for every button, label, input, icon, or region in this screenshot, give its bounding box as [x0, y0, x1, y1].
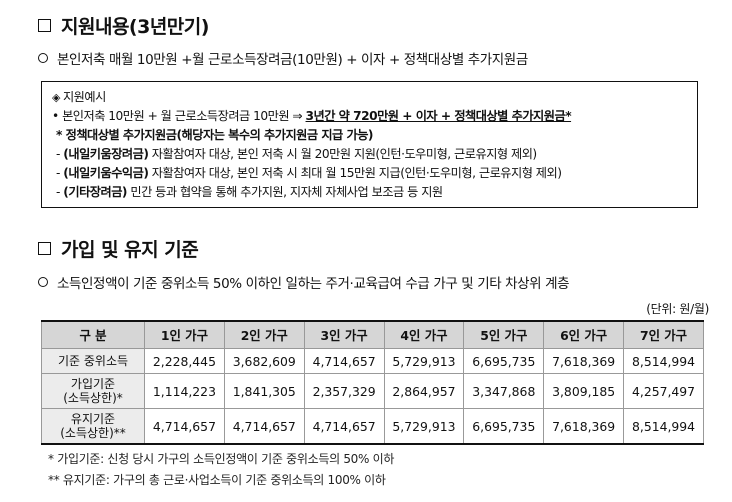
section2-title: 가입 및 유지 기준	[38, 235, 199, 262]
table-header-cell: 2인 가구	[223, 320, 305, 349]
square-bullet-icon	[38, 242, 51, 255]
row-label: 가입기준 (소득상한)*	[41, 373, 145, 409]
square-bullet-icon	[38, 19, 51, 32]
table-row: 가입기준 (소득상한)* 1,114,223 1,841,305 2,357,32…	[41, 373, 704, 409]
circle-bullet-icon	[38, 277, 48, 287]
table-cell: 4,714,657	[144, 408, 225, 445]
table-header-cell: 6인 가구	[543, 320, 625, 349]
policy-item: - (내일키움수익금) 자활참여자 대상, 본인 저축 시 최대 월 15만원 …	[56, 166, 562, 180]
table-cell: 2,228,445	[144, 348, 225, 374]
table-cell: 2,864,957	[383, 373, 465, 409]
policy-item: - (기타장려금) 민간 등과 협약을 통해 추가지원, 지자체 자체사업 보조…	[56, 185, 443, 199]
section1-title-text: 지원내용(3년만기)	[61, 16, 209, 38]
table-row: 유지기준 (소득상한)** 4,714,657 4,714,657 4,714,6…	[41, 408, 704, 445]
table-cell: 7,618,369	[543, 348, 625, 374]
row-label-text: 유지기준	[70, 412, 116, 426]
diamond-icon: ◈	[52, 91, 60, 104]
table-header-cell: 구 분	[41, 320, 145, 349]
table-cell: 4,257,497	[623, 373, 704, 409]
table-header-row: 구 분 1인 가구 2인 가구 3인 가구 4인 가구 5인 가구 6인 가구 …	[41, 320, 704, 349]
table-cell: 6,695,735	[463, 348, 545, 374]
row-label: 유지기준 (소득상한)**	[41, 408, 145, 445]
policy-item-desc: 자활참여자 대상, 본인 저축 시 월 20만원 지원(인턴·도우미형, 근로유…	[148, 147, 537, 161]
unit-label: (단위: 원/월)	[646, 302, 709, 316]
example-line1-prefix: • 본인저축 10만원 + 월 근로소득장려금 10만원 ⇒	[52, 109, 306, 123]
section2-subtitle: 소득인정액이 기준 중위소득 50% 이하인 일하는 주거·교육급여 수급 가구…	[38, 272, 570, 292]
table-cell: 6,695,735	[463, 408, 545, 445]
table-cell: 5,729,913	[383, 348, 465, 374]
policy-item-name: (기타장려금)	[63, 185, 127, 199]
table-header-cell: 7인 가구	[623, 320, 704, 349]
example-line1: • 본인저축 10만원 + 월 근로소득장려금 10만원 ⇒ 3년간 약 720…	[52, 107, 697, 126]
policy-item-desc: 민간 등과 협약을 통해 추가지원, 지자체 자체사업 보조금 등 지원	[126, 185, 443, 199]
table-header-cell: 5인 가구	[463, 320, 545, 349]
table-cell: 1,841,305	[223, 373, 305, 409]
policy-item-name: (내일키움장려금)	[63, 147, 149, 161]
table-cell: 2,357,329	[303, 373, 385, 409]
example-header-text: 지원예시	[62, 90, 106, 104]
section1-title: 지원내용(3년만기)	[38, 12, 209, 39]
section2-subtitle-text: 소득인정액이 기준 중위소득 50% 이하인 일하는 주거·교육급여 수급 가구…	[57, 276, 570, 292]
row-label: 기준 중위소득	[41, 348, 145, 374]
policy-item-name: (내일키움수익금)	[63, 166, 149, 180]
table-cell: 3,682,609	[223, 348, 305, 374]
table-cell: 8,514,994	[623, 408, 704, 445]
income-table: 구 분 1인 가구 2인 가구 3인 가구 4인 가구 5인 가구 6인 가구 …	[41, 320, 704, 445]
row-label-text: 가입기준	[70, 377, 116, 391]
table-cell: 3,809,185	[543, 373, 625, 409]
example-line1-emphasis: 3년간 약 720만원 + 이자 + 정책대상별 추가지원금*	[305, 109, 572, 123]
table-cell: 4,714,657	[223, 408, 305, 445]
table-cell: 7,618,369	[543, 408, 625, 445]
table-header-cell: 3인 가구	[303, 320, 385, 349]
section1-subtitle-text: 본인저축 매월 10만원 +월 근로소득장려금(10만원) + 이자 + 정책대…	[57, 52, 528, 68]
table-cell: 8,514,994	[623, 348, 704, 374]
row-label-text: 기준 중위소득	[57, 354, 129, 368]
row-label-sub: (소득상한)*	[63, 391, 123, 405]
table-row: 기준 중위소득 2,228,445 3,682,609 4,714,657 5,…	[41, 348, 704, 374]
table-header-cell: 4인 가구	[383, 320, 465, 349]
example-header: ◈ 지원예시	[52, 88, 697, 107]
table-cell: 3,347,868	[463, 373, 545, 409]
footnote-maintain: ** 유지기준: 가구의 총 근로·사업소득이 기준 중위소득의 100% 이하	[48, 473, 386, 487]
table-cell: 4,714,657	[303, 408, 385, 445]
circle-bullet-icon	[38, 53, 48, 63]
section2-title-text: 가입 및 유지 기준	[61, 239, 199, 261]
table-cell: 4,714,657	[303, 348, 385, 374]
table-cell: 1,114,223	[144, 373, 225, 409]
policy-item-desc: 자활참여자 대상, 본인 저축 시 최대 월 15만원 지급(인턴·도우미형, …	[148, 166, 562, 180]
section1-subtitle: 본인저축 매월 10만원 +월 근로소득장려금(10만원) + 이자 + 정책대…	[38, 48, 528, 68]
example-box: ◈ 지원예시 • 본인저축 10만원 + 월 근로소득장려금 10만원 ⇒ 3년간…	[41, 81, 698, 208]
policy-title: * 정책대상별 추가지원금(해당자는 복수의 추가지원금 지급 가능)	[56, 128, 374, 142]
policy-item: - (내일키움장려금) 자활참여자 대상, 본인 저축 시 월 20만원 지원(…	[56, 147, 537, 161]
table-cell: 5,729,913	[383, 408, 465, 445]
row-label-sub: (소득상한)**	[60, 426, 126, 440]
table-header-cell: 1인 가구	[144, 320, 225, 349]
footnote-join: * 가입기준: 신청 당시 가구의 소득인정액이 기준 중위소득의 50% 이하	[48, 452, 395, 466]
